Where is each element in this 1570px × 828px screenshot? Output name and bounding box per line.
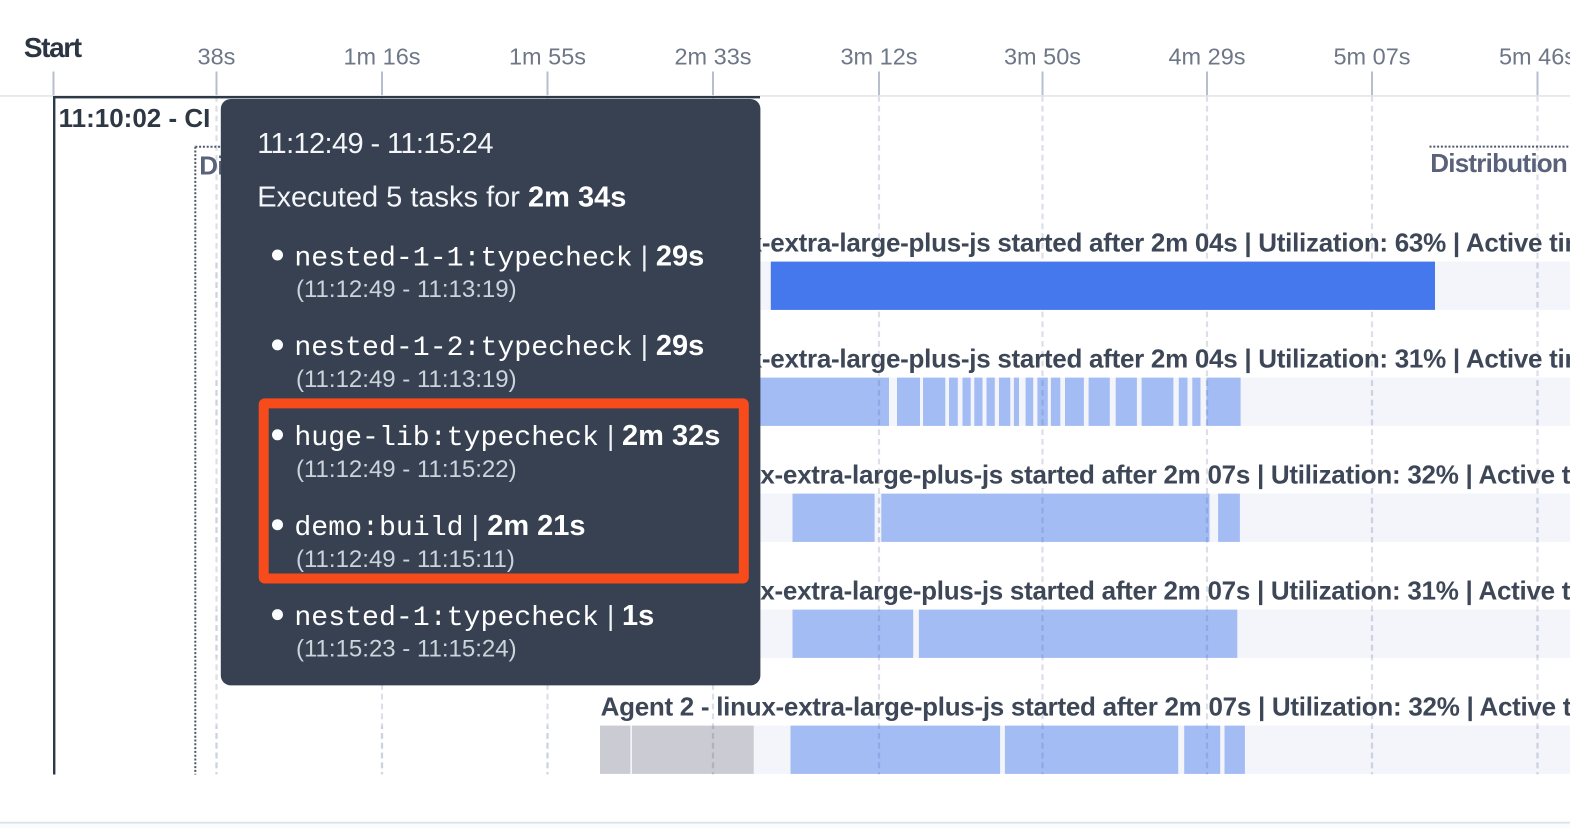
svg-text:2m 33s: 2m 33s [674, 44, 751, 70]
svg-text:huge-lib:typecheck: huge-lib:typecheck [294, 423, 598, 454]
svg-text:11:12:49 - 11:15:24: 11:12:49 - 11:15:24 [257, 128, 493, 160]
svg-text:29s: 29s [656, 330, 704, 362]
svg-text:3m 50s: 3m 50s [1004, 44, 1081, 70]
svg-text:|: | [607, 600, 614, 631]
svg-text:38s: 38s [198, 44, 236, 70]
svg-text:5m 07s: 5m 07s [1333, 44, 1410, 70]
svg-text:nested-1-2:typecheck: nested-1-2:typecheck [294, 333, 632, 364]
svg-text:|: | [641, 330, 648, 361]
svg-text:|: | [641, 240, 648, 271]
svg-text:(11:12:49 - 11:13:19): (11:12:49 - 11:13:19) [296, 276, 517, 303]
svg-text:1s: 1s [622, 600, 654, 632]
svg-text:demo:build: demo:build [294, 513, 463, 544]
svg-text:2m 21s: 2m 21s [487, 510, 585, 542]
svg-text:(11:15:23 - 11:15:24): (11:15:23 - 11:15:24) [296, 636, 517, 663]
svg-text:|: | [472, 510, 479, 541]
svg-text:2m 32s: 2m 32s [622, 420, 720, 452]
svg-text:Agent 2 - linux-extra-large-pl: Agent 2 - linux-extra-large-plus-js star… [601, 691, 1570, 721]
svg-text:1m 55s: 1m 55s [509, 44, 586, 70]
svg-text:Executed 5 tasks for 2m 34s: Executed 5 tasks for 2m 34s [257, 181, 626, 213]
svg-text:(11:12:49 - 11:15:11): (11:12:49 - 11:15:11) [296, 546, 515, 573]
svg-text:(11:12:49 - 11:13:19): (11:12:49 - 11:13:19) [296, 366, 517, 393]
svg-text:29s: 29s [656, 240, 704, 272]
svg-text:(11:12:49 - 11:15:22): (11:12:49 - 11:15:22) [296, 456, 517, 483]
svg-text:Agent 3 - linux-extra-large-pl: Agent 3 - linux-extra-large-plus-js star… [600, 459, 1570, 489]
svg-text:1m 16s: 1m 16s [343, 44, 420, 70]
svg-text:3m 12s: 3m 12s [840, 44, 917, 70]
svg-text:nested-1:typecheck: nested-1:typecheck [294, 603, 598, 634]
svg-text:4m 29s: 4m 29s [1168, 44, 1245, 70]
svg-text:Start: Start [24, 32, 82, 63]
svg-text:11:10:02 - CI: 11:10:02 - CI [59, 103, 211, 133]
svg-text:Distribution: Distribution [1430, 148, 1567, 178]
svg-text:Agent 5 - linux-extra-large-pl: Agent 5 - linux-extra-large-plus-js star… [600, 575, 1570, 605]
svg-text:nested-1-1:typecheck: nested-1-1:typecheck [294, 243, 632, 274]
svg-text:|: | [607, 420, 614, 451]
svg-text:5m 46s: 5m 46s [1499, 44, 1570, 70]
